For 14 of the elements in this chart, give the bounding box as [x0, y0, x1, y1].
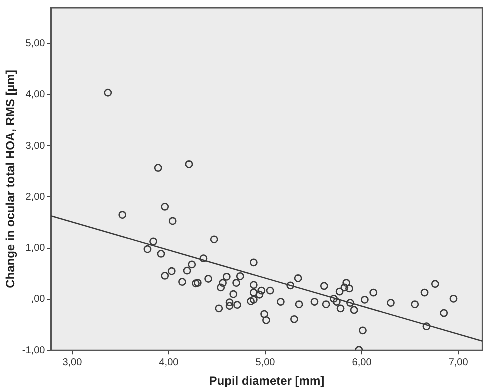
- x-tick-label: 3,00: [62, 357, 83, 368]
- y-axis-title: Change in ocular total HOA, RMS [µm]: [4, 70, 18, 288]
- x-tick-label: 6,00: [352, 357, 372, 368]
- y-tick-label: 3,00: [26, 140, 46, 152]
- y-tick-label: 5,00: [26, 38, 46, 50]
- y-tick-label: -1,00: [22, 345, 46, 356]
- y-tick-label: 2,00: [26, 192, 46, 203]
- x-tick-label: 7,00: [448, 357, 469, 368]
- x-tick-label: 4,00: [159, 357, 180, 368]
- x-axis-title: Pupil diameter [mm]: [209, 374, 325, 388]
- x-tick-label: 5,00: [256, 357, 276, 368]
- y-tick-label: ,00: [31, 294, 46, 306]
- y-tick-label: 4,00: [26, 90, 46, 101]
- y-tick-label: 1,00: [26, 243, 46, 254]
